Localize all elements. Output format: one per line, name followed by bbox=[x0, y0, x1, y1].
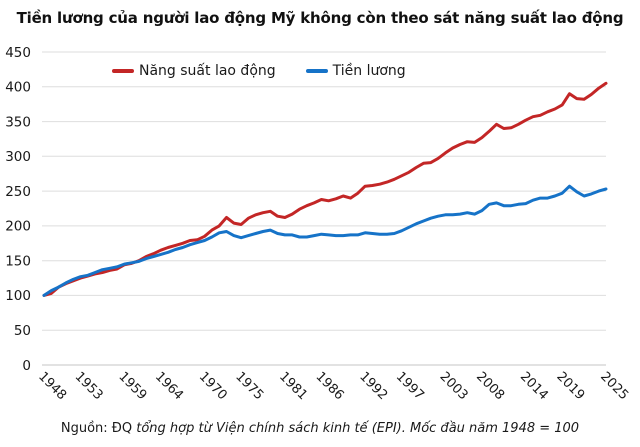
y-axis-tick-label: 400 bbox=[5, 80, 31, 96]
source-note: Nguồn: ĐQ tổng hợp từ Viện chính sách ki… bbox=[0, 421, 640, 436]
x-axis-tick-label: 2019 bbox=[553, 369, 587, 403]
wage-line-swatch bbox=[305, 69, 328, 73]
x-axis-tick-label: 1997 bbox=[393, 369, 427, 403]
legend-label-productivity: Năng suất lao động bbox=[139, 63, 276, 79]
x-axis-tick-label: 1959 bbox=[115, 369, 149, 403]
y-axis-tick-label: 450 bbox=[5, 45, 31, 61]
x-axis-tick-label: 1981 bbox=[276, 369, 310, 403]
x-axis-tick-label: 1953 bbox=[72, 369, 106, 403]
legend-item-wages: Tiền lương bbox=[305, 63, 406, 79]
x-axis-tick-label: 2014 bbox=[517, 369, 551, 403]
x-axis-tick-label: 2008 bbox=[473, 369, 507, 403]
x-axis-tick-label: 1948 bbox=[35, 369, 69, 403]
y-axis-tick-label: 100 bbox=[5, 288, 31, 304]
x-axis-tick-label: 1975 bbox=[232, 369, 266, 403]
y-axis-tick-label: 0 bbox=[22, 358, 31, 374]
source-prefix: Nguồn: ĐQ bbox=[60, 421, 137, 436]
chart-legend: Năng suất lao động Tiền lương bbox=[112, 63, 406, 79]
y-axis-tick-label: 350 bbox=[5, 114, 31, 130]
legend-item-productivity: Năng suất lao động bbox=[112, 63, 276, 79]
y-axis-tick-label: 250 bbox=[5, 184, 31, 200]
wage-line bbox=[42, 184, 608, 297]
legend-label-wages: Tiền lương bbox=[332, 63, 406, 79]
x-axis-tick-label: 1970 bbox=[196, 369, 230, 403]
source-italic-text: tổng hợp từ Viện chính sách kinh tế (EPI… bbox=[136, 421, 580, 436]
chart-title: Tiền lương của người lao động Mỹ không c… bbox=[16, 9, 624, 27]
x-axis-tick-label: 1964 bbox=[152, 369, 186, 403]
y-axis-tick-label: 50 bbox=[14, 323, 31, 339]
productivity-line-swatch bbox=[112, 69, 134, 73]
y-axis-tick-label: 150 bbox=[5, 254, 31, 270]
x-axis-tick-label: 2025 bbox=[597, 369, 631, 403]
x-axis-tick-label: 1986 bbox=[313, 369, 347, 403]
y-axis-tick-label: 200 bbox=[5, 219, 31, 235]
y-axis-tick-label: 300 bbox=[5, 149, 31, 165]
x-axis-tick-label: 1992 bbox=[356, 369, 390, 403]
x-axis-tick-label: 2003 bbox=[437, 369, 471, 403]
